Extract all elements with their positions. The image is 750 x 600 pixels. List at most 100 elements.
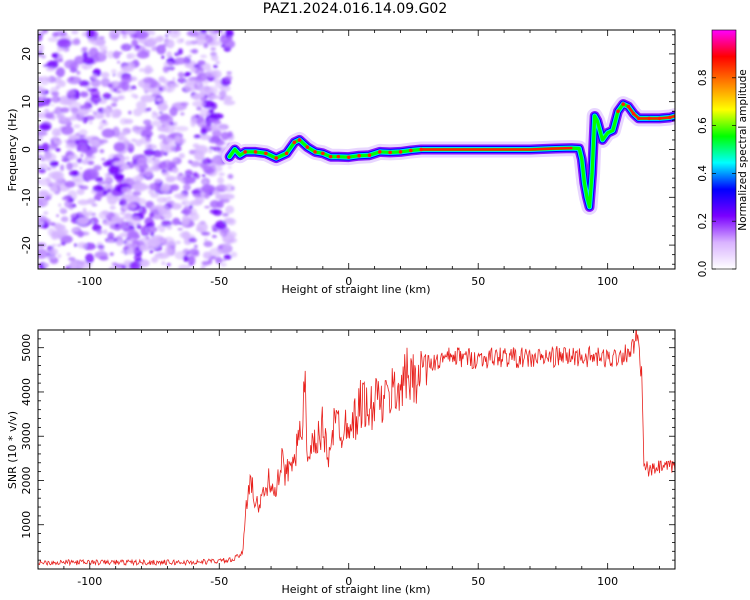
noise-blob (196, 116, 206, 128)
noise-blob (201, 231, 211, 236)
snr-y-tick-label: 1000 (20, 511, 33, 539)
noise-blob (57, 244, 62, 247)
noise-blob (215, 60, 221, 65)
noise-blob (163, 211, 173, 220)
noise-blob (187, 54, 192, 58)
noise-blob (134, 30, 149, 40)
noise-blob (227, 173, 234, 179)
noise-blob (199, 30, 208, 34)
noise-blob (129, 261, 142, 269)
ridge-peak-point (297, 138, 302, 142)
noise-blob (132, 182, 148, 192)
noise-blob (77, 230, 84, 238)
noise-blob (188, 237, 197, 243)
noise-blob (38, 154, 43, 159)
noise-blob (66, 76, 82, 85)
noise-blob (155, 97, 163, 102)
noise-blob (158, 111, 163, 114)
noise-blob (172, 77, 176, 82)
noise-blob (108, 266, 116, 269)
noise-blob (165, 137, 174, 143)
noise-blob (71, 30, 79, 35)
noise-blob (162, 236, 175, 247)
colorbar-label: Normalized spectral amplitude (737, 69, 749, 230)
noise-blob (99, 120, 109, 127)
noise-blob (143, 168, 153, 177)
noise-blob (77, 199, 90, 206)
noise-blob (45, 177, 51, 183)
noise-blob (66, 252, 71, 256)
noise-blob (178, 264, 191, 269)
noise-blob (207, 258, 213, 265)
noise-blob (57, 53, 63, 59)
noise-blob (223, 100, 236, 106)
noise-blob (38, 44, 44, 52)
noise-blob (52, 32, 59, 38)
noise-blob (227, 218, 237, 226)
noise-blob (206, 30, 215, 33)
colorbar: 0.0 0.2 0.4 0.6 0.8 Normalized spectral ampl… (697, 29, 749, 277)
noise-blob (215, 184, 228, 193)
ridge-peak-point (336, 154, 341, 159)
noise-blob (43, 200, 49, 205)
noise-blob (46, 167, 52, 171)
noise-blob (224, 75, 233, 82)
noise-blob (102, 229, 108, 235)
noise-blob (80, 153, 84, 158)
noise-blob (67, 154, 79, 160)
noise-blob (105, 112, 111, 118)
noise-blob (195, 75, 202, 80)
noise-blob (121, 240, 129, 245)
ridge-peak-point (305, 145, 310, 149)
noise-blob (186, 30, 199, 37)
noise-blob (74, 178, 81, 182)
noise-blob (119, 211, 126, 216)
noise-blob (102, 161, 112, 167)
noise-blob (90, 212, 96, 217)
noise-blob (92, 185, 105, 192)
noise-blob (69, 62, 79, 70)
noise-blob (155, 36, 164, 43)
noise-blob (161, 55, 165, 59)
noise-blob (102, 220, 115, 226)
noise-blob (124, 243, 137, 252)
noise-blob (175, 175, 184, 181)
noise-blob (184, 169, 194, 178)
noise-blob (160, 216, 165, 220)
noise-blob (130, 85, 137, 90)
ridge-peak-point (292, 140, 297, 145)
noise-blob (97, 180, 106, 185)
spectrogram-x-tick-label: -50 (210, 275, 228, 288)
noise-blob (173, 121, 178, 127)
noise-blob (102, 107, 111, 115)
noise-blob (91, 74, 98, 80)
snr-y-ticks: 1000 2000 3000 4000 5000 (20, 329, 675, 570)
noise-blob (131, 39, 139, 47)
noise-blob (166, 51, 172, 59)
noise-blob (132, 190, 142, 196)
noise-blob (98, 125, 104, 131)
ridge-peak-point (409, 148, 413, 153)
noise-blob (49, 222, 56, 226)
noise-blob (60, 216, 69, 223)
noise-blob (42, 152, 57, 163)
noise-blob (193, 171, 198, 177)
noise-blob (68, 170, 80, 177)
noise-blob (68, 203, 74, 210)
noise-blob (111, 69, 117, 74)
noise-blob (132, 176, 139, 181)
noise-blob (99, 149, 105, 154)
noise-blob (169, 106, 178, 117)
noise-blob (131, 138, 137, 143)
snr-x-axis-label: Height of straight line (km) (281, 583, 430, 596)
noise-blob (210, 54, 219, 61)
noise-blob (50, 104, 55, 107)
noise-blob (55, 84, 61, 90)
noise-blob (62, 116, 71, 124)
noise-blob (215, 194, 224, 200)
noise-blob (68, 134, 78, 140)
noise-blob (143, 184, 150, 190)
noise-blob (165, 39, 175, 49)
noise-blob (152, 157, 156, 161)
noise-blob (158, 76, 166, 83)
